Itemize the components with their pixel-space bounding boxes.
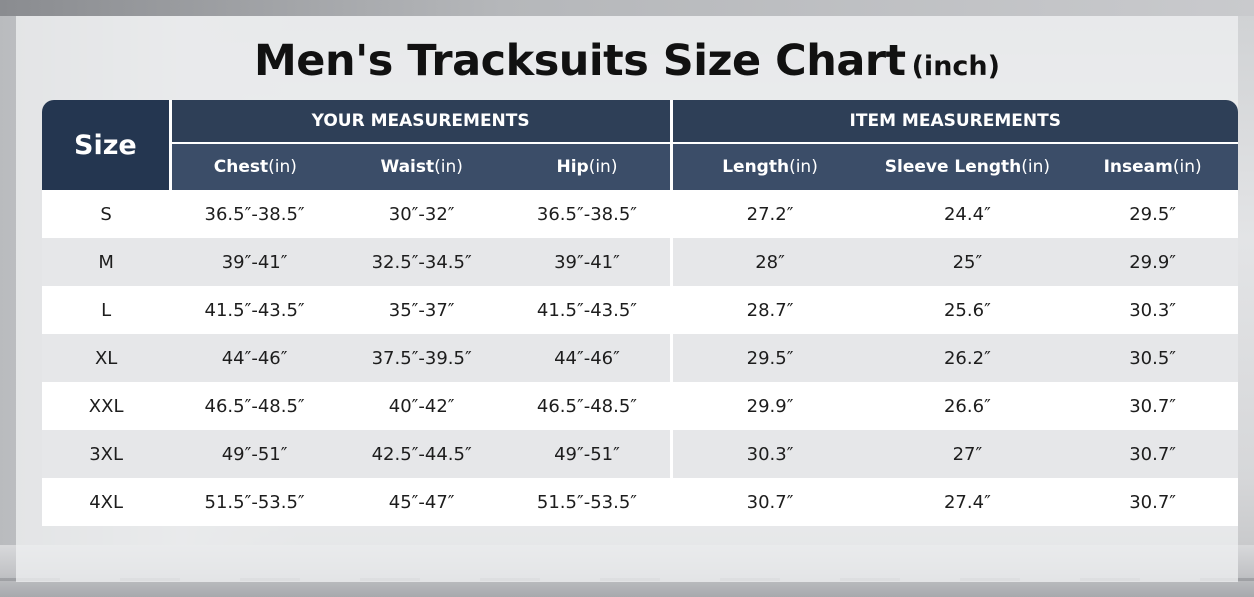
column-name: Inseam [1103, 157, 1173, 177]
column-unit: (in) [1021, 157, 1051, 177]
column-name: Sleeve Length [884, 157, 1022, 177]
table-row: S 36.5″-38.5″ 30″-32″ 36.5″-38.5″ 27.2″ … [42, 190, 1238, 238]
waist-cell: 40″-42″ [338, 382, 505, 430]
column-name: Waist [380, 157, 435, 177]
inseam-cell: 30.3″ [1067, 286, 1238, 334]
hip-cell: 41.5″-43.5″ [504, 286, 673, 334]
waist-cell: 42.5″-44.5″ [338, 430, 505, 478]
hip-cell: 49″-51″ [504, 430, 673, 478]
length-cell: 29.9″ [671, 382, 868, 430]
column-name: Chest [213, 157, 269, 177]
your-measurements-header: YOUR MEASUREMENTS [170, 100, 673, 144]
inseam-cell: 30.7″ [1067, 382, 1238, 430]
inseam-cell: 29.9″ [1067, 238, 1238, 286]
inseam-cell: 30.5″ [1067, 334, 1238, 382]
column-header-inseam: Inseam(in) [1067, 143, 1238, 190]
waist-cell: 30″-32″ [338, 190, 505, 238]
column-unit: (in) [1172, 157, 1202, 177]
chest-cell: 51.5″-53.5″ [170, 478, 339, 526]
background-beam [0, 0, 1254, 16]
column-name: Hip [556, 157, 589, 177]
table-row: 4XL 51.5″-53.5″ 45″-47″ 51.5″-53.5″ 30.7… [42, 478, 1238, 526]
chest-cell: 36.5″-38.5″ [170, 190, 339, 238]
inseam-cell: 29.5″ [1067, 190, 1238, 238]
column-header-sleeve-length: Sleeve Length(in) [867, 143, 1068, 190]
size-cell: M [42, 238, 171, 286]
page-title: Men's Tracksuits Size Chart (inch) [0, 36, 1254, 98]
size-chart-table: Size YOUR MEASUREMENTS ITEM MEASUREMENTS… [42, 100, 1238, 526]
length-cell: 29.5″ [671, 334, 868, 382]
title-unit: (inch) [911, 51, 1000, 82]
waist-cell: 45″-47″ [338, 478, 505, 526]
column-header-chest: Chest(in) [170, 143, 339, 190]
size-cell: S [42, 190, 171, 238]
column-unit: (in) [434, 157, 463, 177]
length-cell: 28″ [671, 238, 868, 286]
chest-cell: 41.5″-43.5″ [170, 286, 339, 334]
item-measurements-header: ITEM MEASUREMENTS [671, 100, 1238, 144]
title-text: Men's Tracksuits Size Chart [254, 36, 906, 86]
sleeve-length-cell: 26.6″ [867, 382, 1068, 430]
column-unit: (in) [268, 157, 297, 177]
chest-cell: 44″-46″ [170, 334, 339, 382]
table-row: M 39″-41″ 32.5″-34.5″ 39″-41″ 28″ 25″ 29… [42, 238, 1238, 286]
hip-cell: 39″-41″ [504, 238, 673, 286]
size-cell: 4XL [42, 478, 171, 526]
sleeve-length-cell: 25.6″ [867, 286, 1068, 334]
column-header-hip: Hip(in) [504, 143, 673, 190]
sleeve-length-cell: 27.4″ [867, 478, 1068, 526]
hip-cell: 36.5″-38.5″ [504, 190, 673, 238]
waist-cell: 35″-37″ [338, 286, 505, 334]
hip-cell: 51.5″-53.5″ [504, 478, 673, 526]
size-column-header: Size [42, 100, 172, 190]
sleeve-length-cell: 24.4″ [867, 190, 1068, 238]
size-cell: XXL [42, 382, 171, 430]
sleeve-length-cell: 27″ [867, 430, 1068, 478]
chest-cell: 49″-51″ [170, 430, 339, 478]
inseam-cell: 30.7″ [1067, 478, 1238, 526]
hip-cell: 46.5″-48.5″ [504, 382, 673, 430]
table-row: L 41.5″-43.5″ 35″-37″ 41.5″-43.5″ 28.7″ … [42, 286, 1238, 334]
table-row: XL 44″-46″ 37.5″-39.5″ 44″-46″ 29.5″ 26.… [42, 334, 1238, 382]
length-cell: 30.7″ [671, 478, 868, 526]
waist-cell: 32.5″-34.5″ [338, 238, 505, 286]
column-header-length: Length(in) [671, 143, 868, 190]
sleeve-length-cell: 26.2″ [867, 334, 1068, 382]
column-unit: (in) [789, 157, 818, 177]
size-cell: L [42, 286, 171, 334]
column-name: Length [722, 157, 790, 177]
length-cell: 30.3″ [671, 430, 868, 478]
table-row: XXL 46.5″-48.5″ 40″-42″ 46.5″-48.5″ 29.9… [42, 382, 1238, 430]
chest-cell: 39″-41″ [170, 238, 339, 286]
inseam-cell: 30.7″ [1067, 430, 1238, 478]
table-row: 3XL 49″-51″ 42.5″-44.5″ 49″-51″ 30.3″ 27… [42, 430, 1238, 478]
waist-cell: 37.5″-39.5″ [338, 334, 505, 382]
column-header-waist: Waist(in) [338, 143, 505, 190]
length-cell: 27.2″ [671, 190, 868, 238]
length-cell: 28.7″ [671, 286, 868, 334]
hip-cell: 44″-46″ [504, 334, 673, 382]
chest-cell: 46.5″-48.5″ [170, 382, 339, 430]
size-cell: XL [42, 334, 171, 382]
column-unit: (in) [588, 157, 618, 177]
sleeve-length-cell: 25″ [867, 238, 1068, 286]
size-cell: 3XL [42, 430, 171, 478]
